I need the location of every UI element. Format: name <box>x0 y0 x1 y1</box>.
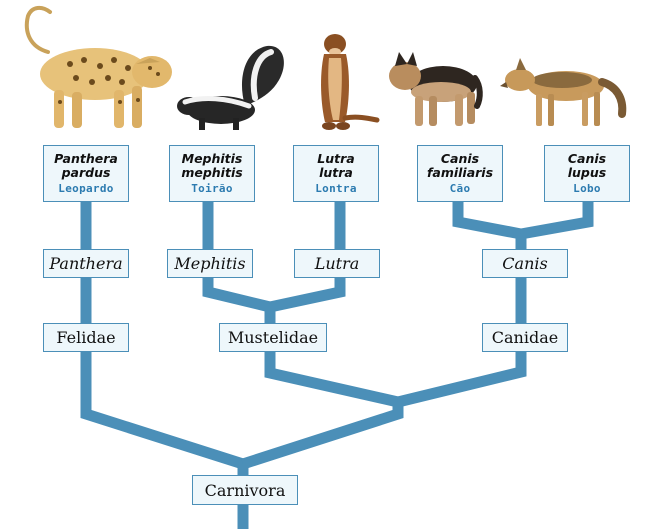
family-box-mustelidae: Mustelidae <box>219 323 327 352</box>
dog-lineage <box>452 202 523 240</box>
common-name: Toirão <box>191 182 233 195</box>
skunk-lineage <box>202 202 272 313</box>
common-name: Lontra <box>315 182 357 195</box>
otter-lineage <box>268 202 346 313</box>
skunk-illustration <box>177 45 284 130</box>
species-name-line1: Mephitis <box>181 151 243 166</box>
species-name-line2: lupus <box>567 165 607 180</box>
species-name-line2: pardus <box>61 165 111 180</box>
genus-box-mephitis: Mephitis <box>167 249 253 278</box>
species-box-wolf: Canis lupus Lobo <box>544 145 630 202</box>
wolf-illustration <box>500 58 627 126</box>
common-name: Cão <box>449 182 471 195</box>
order-box-carnivora: Carnivora <box>192 475 298 505</box>
common-name: Lobo <box>573 182 601 195</box>
common-name: Leopardo <box>58 182 114 195</box>
species-name-line1: Panthera <box>54 151 118 166</box>
dog-illustration <box>389 52 483 126</box>
species-name-line1: Canis <box>440 151 480 166</box>
otter-illustration <box>321 34 380 130</box>
species-name-line2: lutra <box>319 165 353 180</box>
species-box-dog: Canis familiaris Cão <box>417 145 503 202</box>
leopard-illustration <box>24 5 172 128</box>
wolf-lineage <box>520 202 594 240</box>
family-box-felidae: Felidae <box>43 323 129 352</box>
mustelidae-stem <box>264 307 400 408</box>
caniformia-stem <box>241 402 404 470</box>
species-box-leopard: Panthera pardus Leopardo <box>43 145 129 202</box>
genus-box-canis: Canis <box>482 249 568 278</box>
genus-box-lutra: Lutra <box>294 249 380 278</box>
species-name-line1: Lutra <box>317 151 355 166</box>
species-name-line2: familiaris <box>426 165 494 180</box>
family-box-canidae: Canidae <box>482 323 568 352</box>
species-box-skunk: Mephitis mephitis Toirão <box>169 145 255 202</box>
genus-box-panthera: Panthera <box>43 249 129 278</box>
species-name-line1: Canis <box>567 151 607 166</box>
canidae-stem <box>396 234 527 408</box>
species-name-line2: mephitis <box>181 165 243 180</box>
species-box-otter: Lutra lutra Lontra <box>293 145 379 202</box>
